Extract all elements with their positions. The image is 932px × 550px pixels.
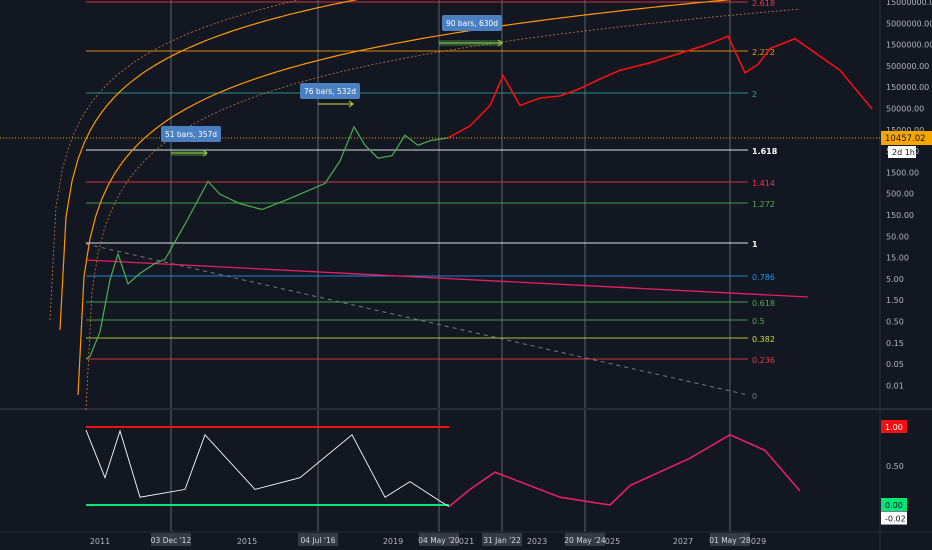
- date-marker-box-5: [710, 533, 750, 546]
- fib-label-8: 0.618: [752, 299, 775, 308]
- annotation-arrowhead-2: [497, 39, 503, 47]
- magenta-trendline: [85, 259, 809, 298]
- date-marker-box-1: [298, 533, 338, 546]
- annotation-box-0: [161, 126, 221, 142]
- annotation-arrowhead-1: [348, 100, 354, 108]
- osc-level-label-0: 1.00: [885, 423, 903, 432]
- fib-label-6: 1: [752, 240, 758, 249]
- date-marker-box-2: [419, 533, 459, 546]
- fib-label-4: 1.414: [752, 179, 775, 188]
- osc-level-tag-2: [881, 511, 907, 525]
- price-tag-box: [881, 131, 932, 145]
- osc-history-line: [85, 429, 450, 507]
- timer-tag-box: [888, 146, 916, 158]
- lower-band-curve: [77, 0, 733, 396]
- fib-label-10: 0.382: [752, 335, 775, 344]
- fib-label-1: 2.272: [752, 48, 775, 57]
- date-marker-box-0: [151, 533, 191, 546]
- osc-level-label-2: -0.02: [885, 515, 906, 524]
- fib-label-9: 0.5: [752, 317, 765, 326]
- annotations: 51 bars, 357d 76 bars, 532d 90 bars, 630d: [161, 15, 503, 157]
- y-tick-label-15: 0.50: [886, 318, 904, 327]
- fib-label-5: 1.272: [752, 200, 775, 209]
- date-marker-label-2: 04 May '20: [418, 536, 460, 545]
- y-tick-label-0: 15000000.00: [886, 0, 932, 7]
- y-tick-label-8: 1500.00: [886, 168, 919, 177]
- date-marker-box-4: [565, 533, 605, 546]
- y-tick-label-13: 5.00: [886, 275, 904, 284]
- fib-label-2: 2: [752, 90, 757, 99]
- fib-line-0-diagonal: [85, 243, 749, 396]
- annotation-label-0: 51 bars, 357d: [165, 130, 217, 139]
- y-tick-label-1: 5000000.00: [886, 19, 932, 28]
- osc-y-tick-label-1: 0.50: [886, 462, 904, 471]
- y-tick-label-5: 50000.00: [886, 105, 924, 114]
- y-tick-label-14: 1.50: [886, 296, 904, 305]
- annotation-label-1: 76 bars, 532d: [304, 87, 356, 96]
- x-tick-label-2: 2015: [237, 537, 257, 546]
- annotation-range-0: [171, 150, 207, 156]
- date-marker-label-1: 04 Jul '16: [301, 536, 336, 545]
- x-tick-label-0: 2011: [90, 537, 110, 546]
- y-tick-label-16: 0.15: [886, 339, 904, 348]
- date-marker-label-3: 31 Jan '22: [483, 536, 521, 545]
- y-tick-label-9: 500.00: [886, 190, 914, 199]
- x-tick-label-6: 2023: [527, 537, 547, 546]
- x-tick-label-5: 2021: [454, 537, 474, 546]
- historical-price-line: [85, 125, 449, 360]
- x-tick-label-7: 2025: [600, 537, 620, 546]
- annotation-arrowhead-0: [202, 149, 208, 157]
- date-marker-label-4: 20 May '24: [564, 536, 606, 545]
- projected-price-line: [447, 35, 873, 139]
- fib-label-3: 1.618: [752, 147, 778, 156]
- outer-lower-curve: [85, 8, 801, 411]
- y-tick-label-10: 150.00: [886, 211, 914, 220]
- y-tick-label-6: 15000.00: [886, 126, 924, 135]
- price-series: [85, 35, 873, 360]
- y-tick-label-3: 500000.00: [886, 62, 929, 71]
- annotation-label-2: 90 bars, 630d: [446, 19, 498, 28]
- x-tick-label-4: 2019: [383, 537, 403, 546]
- fib-label-12: 0: [752, 392, 757, 401]
- osc-projection-line: [448, 433, 801, 508]
- date-marker-label-0: 03 Dec '12: [151, 536, 192, 545]
- annotation-range-2: [439, 40, 502, 46]
- annotation-box-2: [442, 15, 502, 31]
- date-marker-label-5: 01 May '28: [709, 536, 751, 545]
- trend-curves: [49, 0, 801, 411]
- fib-label-11: 0.236: [752, 356, 775, 365]
- timer-tag-label: 2d 1h: [892, 148, 915, 157]
- y-tick-label-12: 15.00: [886, 254, 909, 263]
- y-tick-label-11: 50.00: [886, 232, 909, 241]
- x-tick-label-9: 2029: [746, 537, 766, 546]
- osc-level-tag-1: [881, 498, 907, 511]
- y-tick-label-4: 150000.00: [886, 83, 929, 92]
- fib-label-7: 0.786: [752, 273, 775, 282]
- x-tick-label-8: 2027: [673, 537, 693, 546]
- y-tick-label-17: 0.05: [886, 360, 904, 369]
- axes: 15000000.00 5000000.00 1500000.00 500000.00…: [90, 0, 932, 546]
- oscillator-pane: 0.50 1.00 0.00 -0.02: [85, 420, 907, 525]
- y-tick-label-2: 1500000.00: [886, 41, 932, 50]
- osc-level-label-1: 0.00: [885, 501, 903, 510]
- price-tag-label: 10457.02: [885, 134, 926, 144]
- date-marker-box-3: [482, 533, 522, 546]
- upper-band-curve: [59, 0, 359, 331]
- osc-level-tag-0: [881, 420, 907, 433]
- annotation-box-1: [300, 83, 360, 99]
- fib-label-0: 2.618: [752, 0, 775, 8]
- fib-levels: 2.618 2.272 2 1.618 1.414 1.272 1 0.786 0.618 0.5…: [0, 0, 880, 401]
- y-tick-label-18: 0.01: [886, 381, 904, 390]
